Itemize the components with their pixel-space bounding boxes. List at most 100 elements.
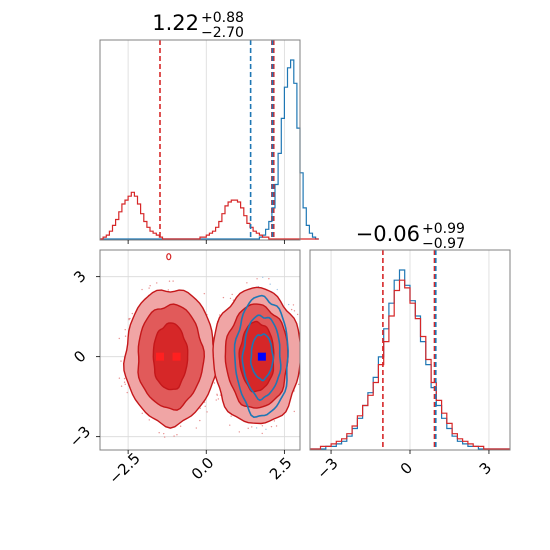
sample-point	[297, 383, 300, 386]
sample-point	[273, 420, 276, 422]
x-tick-label: 0	[397, 459, 416, 478]
sample-point	[126, 391, 128, 394]
hist-x-plot	[100, 40, 319, 240]
sample-point	[246, 282, 248, 284]
sample-point	[167, 289, 170, 291]
x-tick-label: 2.5	[266, 454, 296, 484]
sample-point	[303, 343, 304, 344]
sample-point	[213, 382, 216, 384]
sample-point	[206, 411, 208, 413]
sample-point	[247, 427, 249, 430]
hist-x-frame	[99, 39, 301, 241]
contour-panel: −2.5 0.0 2.5 −3 0 3	[66, 249, 307, 488]
sample-point	[265, 428, 267, 430]
sample-point	[149, 285, 151, 287]
sample-point	[230, 415, 232, 417]
sample-point	[118, 377, 121, 379]
sample-point	[123, 377, 126, 380]
blue-contour-level-1	[241, 314, 282, 402]
sample-point	[287, 303, 290, 306]
x-tick-label: −3	[313, 454, 341, 482]
sample-point	[173, 435, 175, 437]
sample-point	[276, 288, 278, 291]
red-contour-level-2	[238, 320, 275, 393]
sample-point	[118, 337, 120, 340]
sample-point	[148, 287, 150, 289]
sample-point	[268, 278, 270, 280]
sample-point	[195, 427, 198, 429]
sample-point	[156, 282, 158, 284]
sample-point	[124, 383, 126, 385]
sample-point	[269, 283, 271, 285]
sample-point	[128, 318, 130, 320]
sample-point	[216, 394, 218, 396]
red-contour-level-2	[152, 322, 189, 391]
sample-point	[131, 312, 134, 315]
sample-point	[124, 335, 127, 337]
hist-x-frame-bg	[100, 40, 300, 240]
sample-point	[203, 292, 206, 295]
sample-point	[262, 276, 264, 278]
sample-point	[293, 410, 295, 413]
sample-point	[204, 405, 206, 408]
hist-panel-x: 1.22 +0.88 −2.70	[99, 10, 319, 244]
sample-point	[275, 425, 278, 427]
stray-contour	[166, 253, 172, 261]
y-tick-label: 0	[70, 347, 89, 366]
hist-y-ticks: −3 0 3	[313, 450, 495, 483]
contour-frame	[99, 249, 301, 451]
sample-point	[199, 407, 201, 409]
sample-point	[293, 310, 296, 312]
sample-point	[306, 360, 307, 361]
sample-point	[168, 280, 171, 282]
sample-point	[251, 426, 253, 428]
hist-x-ticks	[127, 240, 285, 244]
y-tick-label: 3	[70, 267, 89, 286]
sample-point	[179, 425, 182, 427]
hist-panel-y: −3 0 3 −0.06 +0.99 −0.97	[309, 221, 511, 483]
blue-contour-level-2	[249, 333, 275, 382]
sample-point	[301, 393, 302, 394]
sample-point	[256, 278, 258, 280]
hist-x-grid	[127, 40, 285, 240]
sample-point	[172, 280, 174, 282]
sample-point	[302, 338, 303, 339]
sample-point	[270, 425, 273, 428]
sample-point	[301, 372, 302, 373]
hist-x-title-main: 1.22	[152, 11, 199, 35]
hist-x-title-sup: +0.88	[201, 10, 244, 26]
sample-point	[141, 288, 143, 291]
sample-point	[163, 436, 166, 438]
hist-x-title-sub: −2.70	[201, 25, 244, 41]
sample-point	[120, 385, 123, 387]
blue-contour-level-0	[233, 294, 289, 419]
sample-point	[296, 313, 299, 316]
sample-point	[141, 412, 143, 414]
sample-point	[229, 297, 232, 300]
sample-point	[261, 432, 263, 435]
hist-y-grid	[330, 250, 490, 450]
hist-y-title-main: −0.06	[356, 222, 420, 246]
red-marker	[156, 352, 164, 361]
contour-plot	[118, 253, 307, 438]
sample-point	[302, 385, 303, 386]
sample-point	[199, 419, 201, 422]
sample-point	[238, 431, 241, 433]
blue-marker	[257, 352, 266, 361]
hist-y-title-sub: −0.97	[422, 236, 465, 252]
sample-point	[255, 427, 258, 429]
sample-point	[217, 398, 220, 400]
sample-point	[158, 432, 160, 434]
sample-point	[292, 304, 295, 306]
hist-series-1	[100, 191, 319, 240]
sample-point	[218, 314, 221, 316]
hist-series-1	[310, 279, 510, 450]
x-tick-label: 3	[476, 459, 495, 478]
x-tick-label: 0.0	[188, 454, 218, 484]
y-tick-label: −3	[66, 422, 94, 450]
sample-point	[261, 425, 264, 427]
hist-y-plot	[310, 250, 510, 450]
sample-point	[303, 370, 304, 371]
sample-point	[176, 434, 178, 436]
